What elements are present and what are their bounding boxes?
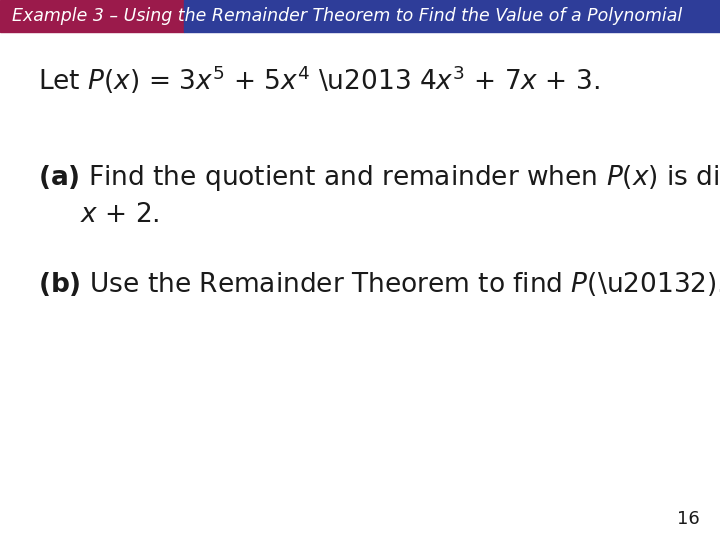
Text: $\mathbf{(b)}$ Use the Remainder Theorem to find $P$(\u20132).: $\mathbf{(b)}$ Use the Remainder Theorem… (38, 270, 720, 298)
Bar (184, 0, 720, 32)
Text: 16: 16 (678, 510, 700, 528)
Text: $\mathbf{(a)}$ Find the quotient and remainder when $P(x)$ is divided by: $\mathbf{(a)}$ Find the quotient and rem… (38, 163, 720, 193)
Text: $x$ + 2.: $x$ + 2. (80, 202, 160, 228)
Bar (0, 0, 184, 32)
Text: Let $P(x)$ = $3x^{5}$ + $5x^{4}$ \u2013 $4x^{3}$ + $7x$ + 3.: Let $P(x)$ = $3x^{5}$ + $5x^{4}$ \u2013 … (38, 64, 600, 96)
Text: Example 3 – Using the Remainder Theorem to Find the Value of a Polynomial: Example 3 – Using the Remainder Theorem … (12, 7, 683, 25)
